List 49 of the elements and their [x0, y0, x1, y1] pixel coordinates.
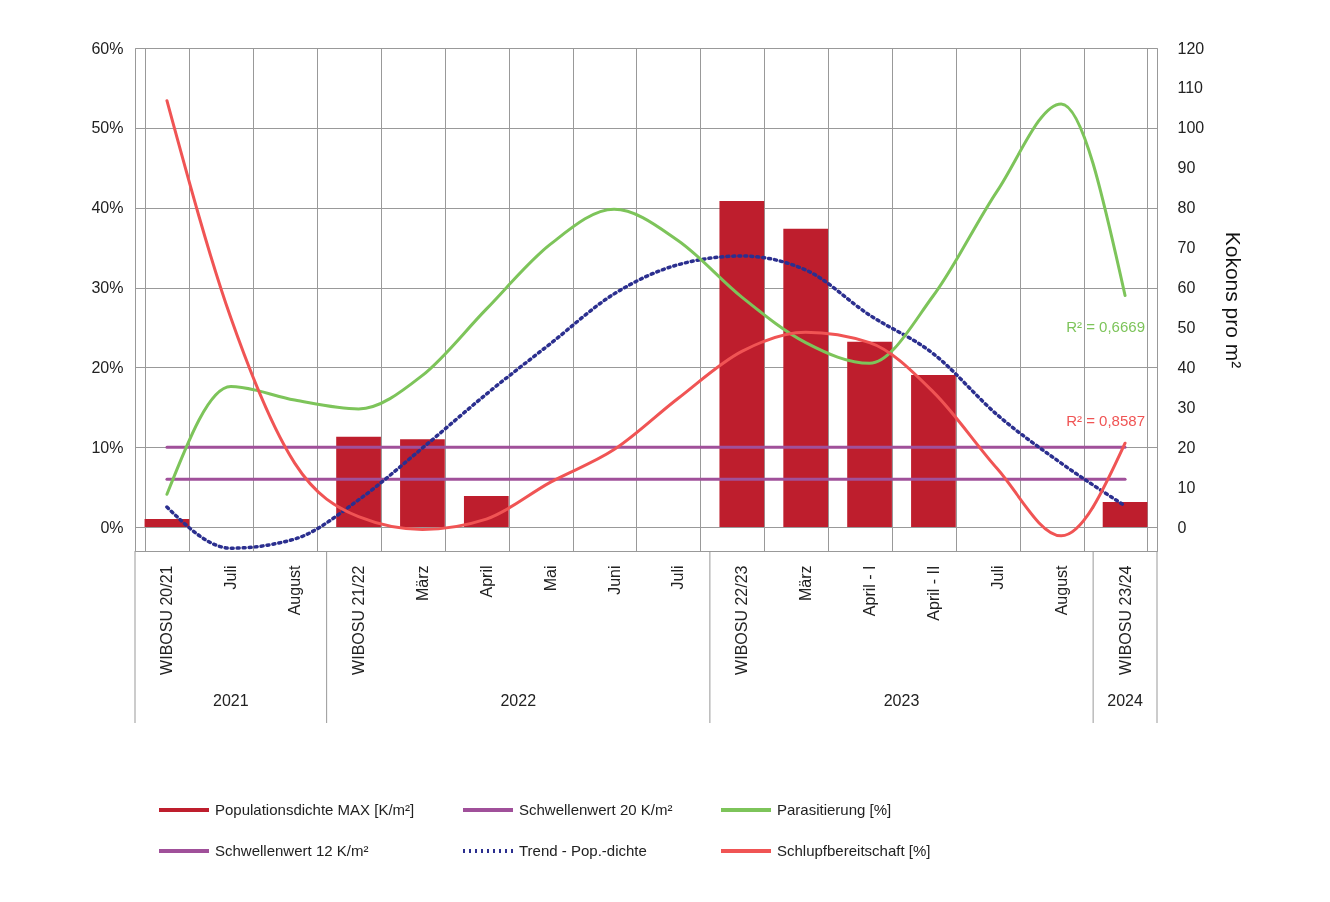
legend-label: Parasitierung [%]	[777, 801, 892, 818]
x-tick-label: Juli	[988, 565, 1006, 590]
y-tick-label: 40%	[91, 199, 124, 217]
y2-tick-label: 120	[1177, 39, 1205, 57]
x-tick-label: Juni	[605, 565, 623, 595]
y2-tick-label: 100	[1177, 119, 1205, 137]
y-tick-label: 0%	[100, 518, 124, 536]
y2-tick-label: 110	[1177, 79, 1204, 97]
x-tick-label: Juli	[222, 565, 240, 590]
y2-tick-label: 90	[1177, 159, 1196, 177]
annotation: R² = 0,8587	[1066, 412, 1145, 429]
y2-tick-label: 50	[1177, 318, 1196, 336]
x-tick-label: WIBOSU 21/22	[350, 565, 368, 675]
text: 2023	[883, 692, 920, 709]
legend-label: Schwellenwert 12 K/m²	[215, 842, 369, 859]
legend-label: Populationsdichte MAX [K/m²]	[215, 801, 415, 818]
y2-tick-label: 0	[1177, 518, 1187, 536]
y-tick-label: 60%	[91, 39, 124, 57]
x-tick-label: April	[477, 565, 495, 598]
text: 2022	[500, 692, 537, 709]
x-tick-label: August	[1052, 564, 1070, 616]
y2-tick-label: 20	[1177, 438, 1196, 456]
annotation: R² = 0,6669	[1066, 318, 1145, 335]
x-tick-label: April - II	[924, 565, 942, 621]
legend-label: Trend - Pop.-dichte	[519, 842, 647, 859]
x-tick-label: April - I	[861, 565, 879, 617]
y2-tick-label: 80	[1177, 199, 1196, 217]
y2-tick-label: 10	[1177, 478, 1196, 496]
x-tick-label: März	[797, 565, 815, 602]
text: 2024	[1107, 692, 1143, 709]
y2-tick-label: 30	[1177, 398, 1196, 416]
x-tick-label: Mai	[541, 565, 559, 592]
y2-axis-title: Kokons pro m²	[1222, 231, 1246, 369]
legend-label: Schlupfbereitschaft [%]	[777, 842, 931, 859]
y2-tick-label: 70	[1177, 239, 1196, 257]
y-tick-label: 30%	[91, 279, 124, 297]
y2-tick-label: 40	[1177, 358, 1196, 376]
x-tick-label: März	[413, 565, 431, 602]
legend-label: Schwellenwert 20 K/m²	[519, 801, 673, 818]
x-tick-label: WIBOSU 20/21	[158, 565, 176, 675]
y-tick-label: 20%	[91, 358, 124, 376]
x-tick-label: WIBOSU 22/23	[733, 565, 751, 675]
x-tick-label: Juli	[669, 565, 687, 590]
y-tick-label: 50%	[91, 119, 124, 137]
y-tick-label: 10%	[91, 438, 124, 456]
text: 2021	[213, 692, 249, 709]
x-tick-label: WIBOSU 23/24	[1116, 565, 1134, 675]
y2-tick-label: 60	[1177, 279, 1196, 297]
x-tick-label: August	[286, 564, 304, 616]
